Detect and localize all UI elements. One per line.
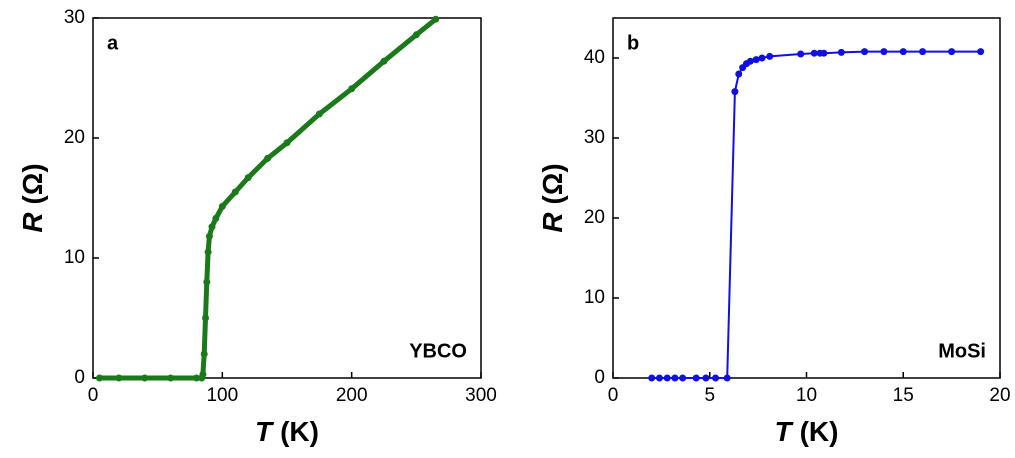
y-tick-label: 0 [594,367,605,388]
x-tick-label: 0 [88,385,99,406]
data-point [244,174,252,182]
data-point [663,374,671,382]
data-point [671,374,679,382]
data-point [212,214,220,222]
plot-frame [612,17,1001,379]
data-point [731,88,739,96]
data-point [200,350,208,358]
data-point [432,15,440,23]
y-tick-label: 20 [64,127,85,148]
data-point [919,48,927,56]
data-point [797,50,805,58]
data-point [648,374,656,382]
x-axis-symbol: T [775,416,795,447]
panel-label: a [107,32,119,54]
x-tick-label: 15 [893,385,914,406]
x-tick-label: 300 [465,385,497,406]
data-point [380,57,388,65]
data-point [264,154,272,162]
data-point [655,374,663,382]
data-point [141,374,149,382]
data-point [752,56,760,64]
data-point [315,110,323,118]
x-tick-label: 10 [796,385,817,406]
y-tick-label: 40 [584,47,605,68]
data-point [202,314,210,322]
data-point [205,232,213,240]
data-point [231,188,239,196]
x-axis-unit: (K) [280,416,319,447]
data-point [712,374,720,382]
data-point [208,223,216,231]
data-point [283,139,291,147]
annotation: MoSi [938,340,986,362]
y-axis-label: R (Ω) [537,163,568,232]
x-tick-label: 0 [608,385,619,406]
data-point [810,49,818,57]
x-tick-label: 100 [206,385,238,406]
y-axis-symbol: R [537,212,568,233]
data-point [977,48,985,56]
y-tick-label: 30 [584,127,605,148]
y-tick-label: 10 [584,287,605,308]
plot-frame [92,17,482,379]
data-line [99,17,438,381]
data-point [948,48,956,56]
x-axis-symbol: T [255,416,275,447]
panel-label: b [627,32,639,54]
x-tick-label: 200 [336,385,368,406]
data-point [192,374,200,382]
data-point [746,57,754,65]
y-axis-unit: (Ω) [17,163,48,204]
y-axis-symbol: R [17,212,48,233]
data-point [412,31,420,39]
data-point [348,85,356,93]
data-point [167,374,175,382]
data-point [115,374,123,382]
y-tick-label: 10 [64,247,85,268]
x-tick-label: 5 [704,385,715,406]
data-point [899,48,907,56]
data-point [880,48,888,56]
data-point [95,374,103,382]
y-tick-label: 0 [74,367,85,388]
x-axis-label: T (K) [775,416,839,447]
data-line [651,50,981,379]
annotation: YBCO [409,340,467,362]
data-point [199,370,207,378]
x-tick-label: 20 [989,385,1010,406]
data-point [702,374,710,382]
x-axis-unit: (K) [800,416,839,447]
y-tick-label: 30 [64,7,85,28]
y-tick-label: 20 [584,207,605,228]
data-point [861,48,869,56]
y-axis-label: R (Ω) [17,163,48,232]
data-point [723,374,731,382]
data-point [692,374,700,382]
data-point [758,54,766,62]
data-point [735,70,743,78]
x-axis-label: T (K) [255,416,319,447]
data-point [679,374,687,382]
data-point [218,202,226,210]
data-point [203,278,211,286]
data-point [820,49,828,57]
y-axis-unit: (Ω) [537,163,568,204]
data-point [204,248,212,256]
data-point [766,52,774,60]
data-point [837,48,845,56]
